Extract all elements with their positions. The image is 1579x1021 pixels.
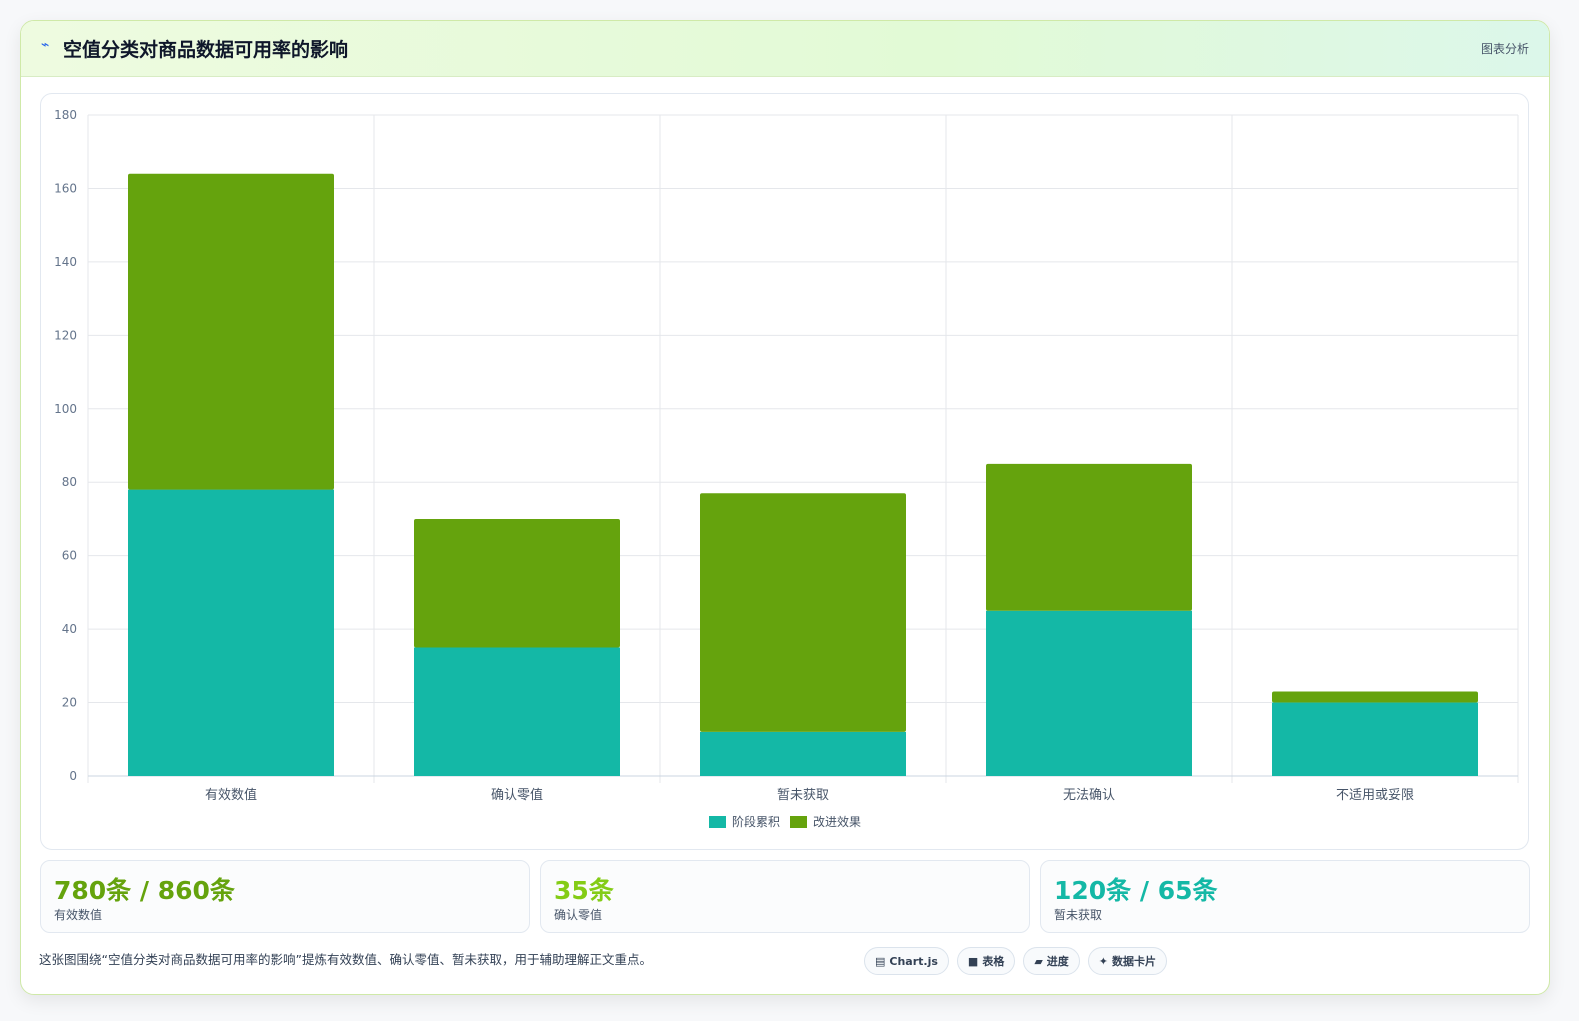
y-tick-label: 20 <box>62 696 77 710</box>
tech-chips: ▤ Chart.js ■ 表格 ▰ 进度 ✦ 数据卡片 <box>864 947 1168 975</box>
chip-label: 进度 <box>1046 955 1069 968</box>
stat-label: 有效数值 <box>54 908 103 922</box>
stat-card-pending: 120条 / 65条 暂未获取 <box>1040 860 1530 933</box>
chart-analysis-tag: 图表分析 <box>1480 42 1529 56</box>
stat-value: 35条 <box>554 876 614 905</box>
card-header: ⌁ 空值分类对商品数据可用率的影响 图表分析 <box>21 21 1549 77</box>
stat-label: 确认零值 <box>554 908 603 922</box>
chart-icon: ▤ <box>875 954 886 968</box>
legend-label: 改进效果 <box>813 814 861 829</box>
x-tick-label: 确认零值 <box>491 787 543 803</box>
bar-segment <box>700 731 906 776</box>
bar-segment <box>986 610 1192 776</box>
x-tick-label: 无法确认 <box>1063 788 1115 803</box>
chart-description: 这张图围绕“空值分类对商品数据可用率的影响”提炼有效数值、确认零值、暂未获取，用… <box>39 952 652 967</box>
y-tick-label: 60 <box>62 549 77 563</box>
table-icon: ■ <box>967 954 979 968</box>
y-tick-label: 160 <box>54 181 77 195</box>
bar-segment <box>700 493 906 732</box>
legend-label: 阶段累积 <box>732 814 780 829</box>
stat-card-zero: 35条 确认零值 <box>540 860 1030 933</box>
trend-icon: ⌁ <box>41 37 50 53</box>
bar-segment <box>128 173 334 490</box>
chip-chartjs[interactable]: ▤ Chart.js <box>864 947 949 975</box>
y-tick-label: 120 <box>54 328 77 342</box>
y-tick-label: 80 <box>62 475 77 489</box>
stat-value: 120条 / 65条 <box>1054 876 1218 905</box>
card-icon: ✦ <box>1098 954 1109 968</box>
chip-progress[interactable]: ▰ 进度 <box>1023 947 1080 975</box>
y-tick-label: 40 <box>62 622 77 636</box>
bar-segment <box>414 518 620 648</box>
chip-label: 表格 <box>982 955 1005 968</box>
bar-segment <box>1272 702 1478 776</box>
y-tick-label: 180 <box>54 108 77 122</box>
chart-card: ⌁ 空值分类对商品数据可用率的影响 图表分析 0 20 40 60 80 100 120 14… <box>20 20 1550 995</box>
stat-card-valid: 780条 / 860条 有效数值 <box>40 860 530 933</box>
chip-table[interactable]: ■ 表格 <box>956 947 1016 975</box>
chip-label: 数据卡片 <box>1112 955 1157 968</box>
chart-panel: 0 20 40 60 80 100 120 140 160 180 有效数值 确认零值 暂未获取 无法确认… <box>40 93 1529 850</box>
stat-label: 暂未获取 <box>1054 908 1103 922</box>
y-tick-label: 0 <box>69 769 77 783</box>
bar-segment <box>986 463 1192 611</box>
bar-segment <box>414 647 620 776</box>
progress-icon: ▰ <box>1034 954 1043 968</box>
x-tick-label: 暂未获取 <box>777 788 829 803</box>
x-tick-label: 有效数值 <box>205 787 257 803</box>
bar-segment <box>128 489 334 776</box>
legend-swatch <box>709 816 726 828</box>
legend-swatch <box>790 816 807 828</box>
chip-data-card[interactable]: ✦ 数据卡片 <box>1087 947 1168 975</box>
chart-title: 空值分类对商品数据可用率的影响 <box>63 39 349 61</box>
x-tick-label: 不适用或妥限 <box>1336 788 1414 803</box>
bar-segment <box>1272 691 1478 703</box>
y-tick-label: 100 <box>54 402 77 416</box>
stacked-bar-chart: 0 20 40 60 80 100 120 140 160 180 有效数值 确认零值 暂未获取 无法确认… <box>54 108 1519 829</box>
y-tick-label: 140 <box>54 255 77 269</box>
chip-label: Chart.js <box>889 954 938 968</box>
stat-value: 780条 / 860条 <box>54 876 235 905</box>
